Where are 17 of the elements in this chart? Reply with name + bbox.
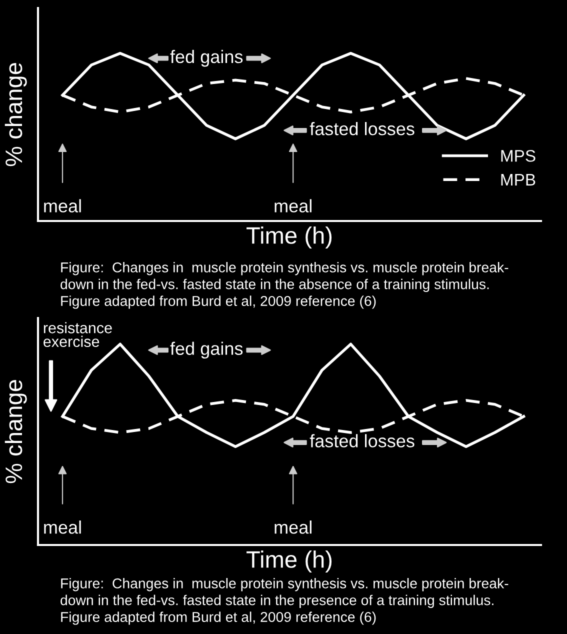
annotation: fed gains	[170, 342, 243, 359]
annotation: meal	[44, 520, 81, 534]
legend-label: MPB	[501, 174, 536, 186]
text: Figure: Changes in muscle protein synthesis vs. muscle protein break- down in the fed-vs. fasted state in the absence of a training stimulus. Figure adapted from Burd et al, 2009 reference (6)	[60, 262, 508, 309]
text: Figure: Changes in muscle protein synthesis vs. muscle protein break- down in the fed-vs. fasted state in the presence of a training stimulus. Figure adapted from Burd et al, 2009 reference (6)	[60, 578, 508, 625]
annotation: fed gains	[170, 50, 243, 67]
annotation: meal	[274, 520, 312, 534]
legend-label: MPS	[501, 150, 536, 162]
x-axis-title: Time (h)	[246, 226, 332, 249]
y-axis-title: % change	[4, 380, 27, 484]
annotation: fasted losses	[310, 122, 414, 136]
annotation: resistance exercise	[44, 322, 112, 348]
annotation: meal	[44, 199, 81, 212]
y-axis-title: % change	[4, 63, 27, 166]
annotation: meal	[274, 199, 312, 212]
annotation: fasted losses	[310, 434, 414, 448]
x-axis-title: Time (h)	[246, 550, 332, 573]
